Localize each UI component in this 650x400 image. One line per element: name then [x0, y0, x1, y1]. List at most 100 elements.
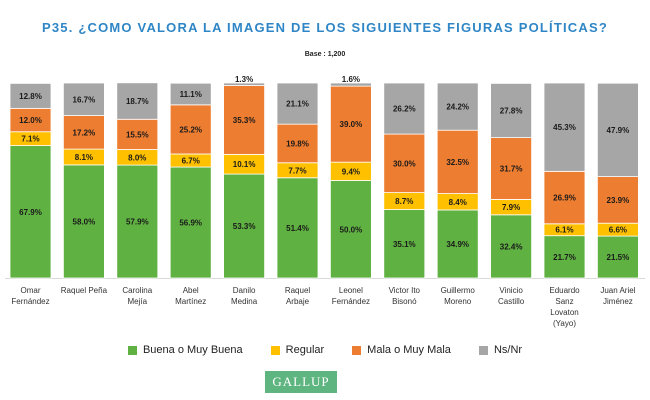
legend-label-nsnr: Ns/Nr: [493, 344, 523, 356]
category-label-line: Victor Ito: [389, 286, 421, 295]
bar-segment-ns-nr: [63, 82, 105, 116]
category-label-line: Mejía: [128, 297, 148, 306]
category-label: Raquel Arbaje: [285, 286, 311, 306]
chart-legend: Buena o Muy Buena Regular Mala o Muy Mal…: [0, 344, 650, 356]
data-label-buena-o-muy-buena: 51.4%: [286, 224, 309, 233]
data-label-ns-nr: 45.3%: [553, 123, 576, 132]
data-label-buena-o-muy-buena: 34.9%: [446, 240, 469, 249]
bar-segment-buena-o-muy-buena: [436, 209, 479, 279]
bar-segment-buena-o-muy-buena: [276, 177, 319, 279]
category-label: Omar Fernández: [11, 286, 49, 306]
data-label-mala-o-muy-mala: 31.7%: [500, 165, 523, 174]
category-label: Vinicio Castillo: [498, 286, 525, 306]
data-label-regular: 10.1%: [233, 160, 256, 169]
category-label-line: Abel: [183, 286, 199, 295]
data-label-mala-o-muy-mala: 17.2%: [73, 128, 96, 137]
data-label-regular: 7.7%: [288, 166, 306, 175]
legend-swatch-buena: [127, 345, 137, 355]
legend-item-regular: Regular: [270, 344, 325, 356]
category-label: Victor Ito Bisonó: [389, 286, 421, 306]
legend-item-mala: Mala o Muy Mala: [352, 344, 451, 356]
data-label-mala-o-muy-mala: 19.8%: [286, 139, 309, 148]
category-label: Leonel Fernández: [332, 286, 370, 306]
bar-segment-mala-o-muy-mala: [436, 129, 479, 194]
data-label-buena-o-muy-buena: 35.1%: [393, 240, 416, 249]
data-label-buena-o-muy-buena: 58.0%: [73, 217, 96, 226]
legend-swatch-regular: [270, 345, 280, 355]
bar-segment-mala-o-muy-mala: [543, 170, 586, 225]
category-label-line: Medina: [231, 297, 258, 306]
category-label-line: Lovaton: [550, 308, 578, 317]
legend-swatch-nsnr: [478, 345, 488, 355]
bar-segment-ns-nr: [116, 82, 159, 120]
data-label-ns-nr: 1.3%: [235, 75, 253, 84]
legend-item-nsnr: Ns/Nr: [478, 344, 523, 356]
data-label-mala-o-muy-mala: 32.5%: [446, 158, 469, 167]
bar-segment-mala-o-muy-mala: [490, 137, 533, 200]
legend-swatch-mala: [352, 345, 362, 355]
data-label-ns-nr: 47.9%: [607, 126, 630, 135]
data-label-regular: 8.7%: [395, 197, 413, 206]
category-label-line: Leonel: [339, 286, 363, 295]
data-label-mala-o-muy-mala: 39.0%: [340, 120, 363, 129]
data-label-mala-o-muy-mala: 25.2%: [179, 125, 202, 134]
category-label-line: (Yayo): [553, 319, 576, 328]
legend-label-buena: Buena o Muy Buena: [142, 344, 243, 356]
legend-item-buena: Buena o Muy Buena: [127, 344, 243, 356]
data-label-regular: 9.4%: [342, 167, 360, 176]
data-label-regular: 6.7%: [182, 157, 200, 166]
bar-segment-ns-nr: [169, 82, 212, 106]
category-label-line: Danilo: [233, 286, 256, 295]
category-label-line: Fernández: [332, 297, 370, 306]
category-label-line: Guillermo: [441, 286, 476, 295]
data-label-regular: 8.0%: [128, 153, 146, 162]
data-label-mala-o-muy-mala: 15.5%: [126, 130, 149, 139]
data-label-ns-nr: 12.8%: [19, 92, 42, 101]
bar-segment-mala-o-muy-mala: [329, 85, 372, 163]
bar-segment-ns-nr: [597, 82, 639, 177]
category-label-line: Vinicio: [499, 286, 523, 295]
category-label: Carolina Mejía: [122, 286, 152, 306]
bar-segment-ns-nr: [543, 82, 586, 172]
data-label-ns-nr: 18.7%: [126, 97, 149, 106]
bar-segment-ns-nr: [383, 82, 426, 135]
category-label-line: Jiménez: [603, 297, 633, 306]
data-label-ns-nr: 16.7%: [73, 95, 96, 104]
category-label-line: Omar: [21, 286, 41, 295]
bar-segment-mala-o-muy-mala: [383, 133, 426, 193]
data-label-buena-o-muy-buena: 67.9%: [19, 208, 42, 217]
category-label-line: Carolina: [122, 286, 152, 295]
gallup-logo: GALLUP: [265, 371, 337, 393]
bar-segment-ns-nr: [436, 82, 479, 131]
legend-label-regular: Regular: [285, 344, 325, 356]
chart-title: P35. ¿COMO VALORA LA IMAGEN DE LOS SIGUI…: [41, 20, 608, 35]
data-label-regular: 7.9%: [502, 203, 520, 212]
category-label: Guillermo Moreno: [441, 286, 476, 306]
bar-segment-buena-o-muy-buena: [597, 235, 639, 279]
category-label-line: Juan Ariel: [600, 286, 635, 295]
data-label-buena-o-muy-buena: 50.0%: [340, 225, 363, 234]
category-label-line: Moreno: [444, 297, 472, 306]
bar-segment-ns-nr: [223, 82, 266, 86]
category-label: Eduardo Sanz Lovaton (Yayo): [549, 286, 580, 328]
data-label-ns-nr: 21.1%: [286, 100, 309, 109]
bar-segment-ns-nr: [329, 82, 372, 87]
data-label-buena-o-muy-buena: 56.9%: [179, 219, 202, 228]
bar-segment-buena-o-muy-buena: [63, 164, 105, 279]
data-label-regular: 8.1%: [75, 153, 93, 162]
bar-segment-buena-o-muy-buena: [9, 145, 52, 279]
stacked-bar-chart: 67.9% 7.1% 12.0% 12.8% Omar Fernández 58.0% 8.1…: [5, 75, 645, 328]
data-label-regular: 8.4%: [449, 198, 467, 207]
data-label-mala-o-muy-mala: 26.9%: [553, 194, 576, 203]
data-label-mala-o-muy-mala: 23.9%: [607, 196, 630, 205]
data-label-buena-o-muy-buena: 32.4%: [500, 242, 523, 251]
category-label-line: Arbaje: [286, 297, 310, 306]
chart-subtitle: Base : 1,200: [304, 51, 346, 58]
data-label-mala-o-muy-mala: 12.0%: [19, 116, 42, 125]
bar-segment-buena-o-muy-buena: [543, 235, 586, 279]
category-label: Raquel Peña: [61, 286, 108, 295]
bar-segment-mala-o-muy-mala: [223, 85, 266, 155]
bar-segment-mala-o-muy-mala: [169, 104, 212, 155]
data-label-buena-o-muy-buena: 53.3%: [233, 222, 256, 231]
category-label-line: Bisonó: [392, 297, 417, 306]
